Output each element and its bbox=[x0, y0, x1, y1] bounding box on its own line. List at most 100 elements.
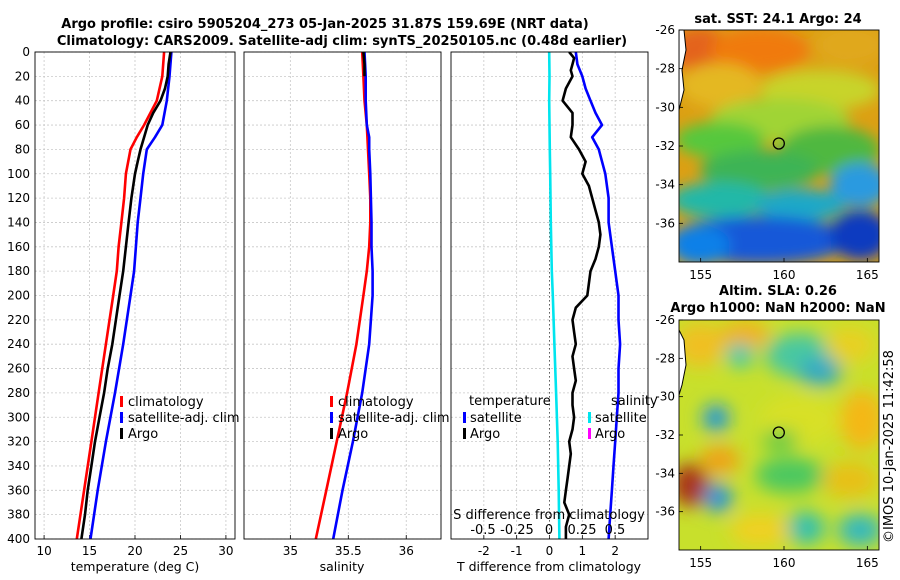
x-tick-label: 15 bbox=[82, 544, 97, 558]
legend-title-salinity: salinity bbox=[611, 394, 658, 409]
sla-coastline bbox=[679, 329, 687, 396]
x-tick-label: 36 bbox=[399, 544, 414, 558]
map-y-tick-label: -32 bbox=[655, 139, 675, 153]
sla-map: 155 160 165 -26 -28 -30 -32 -34 -36 bbox=[655, 313, 880, 570]
legend-title-temperature: temperature bbox=[469, 394, 551, 409]
sst-field bbox=[679, 30, 879, 262]
sla-map-ticks: 155 160 165 -26 -28 -30 -32 -34 -36 bbox=[655, 313, 878, 570]
x-tick-label: 35.5 bbox=[335, 544, 362, 558]
series-line-satellite-adj-clim bbox=[89, 52, 173, 539]
sla-blob bbox=[679, 323, 725, 367]
map-y-tick-label: -28 bbox=[655, 351, 675, 365]
sla-blob bbox=[838, 514, 879, 546]
sst-blob bbox=[679, 225, 730, 262]
y-tick-label: 400 bbox=[7, 532, 30, 546]
x-tick-label: 35 bbox=[283, 544, 298, 558]
y-tick-label: 220 bbox=[7, 313, 30, 327]
sla-blob bbox=[822, 462, 878, 498]
y-tick-label: 180 bbox=[7, 264, 30, 278]
salinity-legend: climatology satellite-adj. clim Argo bbox=[330, 395, 450, 442]
map-y-tick-label: -26 bbox=[655, 23, 675, 37]
legend-label-s-satellite: satellite bbox=[595, 411, 647, 426]
legend-swatch-s-satellite bbox=[588, 412, 591, 423]
legend-label-s-argo: Argo bbox=[595, 427, 625, 442]
map-x-tick-label: 155 bbox=[689, 268, 712, 282]
legend-label-climatology: climatology bbox=[338, 395, 414, 410]
y-tick-label: 300 bbox=[7, 410, 30, 424]
legend-label-argo: Argo bbox=[338, 427, 368, 442]
series-line-argo bbox=[80, 52, 172, 539]
y-tick-label: 240 bbox=[7, 337, 30, 351]
sst-blob bbox=[679, 182, 770, 218]
legend-swatch-argo bbox=[330, 428, 333, 439]
x-tick-label: 0 bbox=[546, 544, 554, 558]
map-x-tick-label: 165 bbox=[856, 556, 879, 570]
sst-blob bbox=[680, 63, 760, 107]
sla-blob bbox=[700, 446, 740, 474]
series-line-climatology bbox=[314, 52, 372, 539]
sst-blob bbox=[830, 210, 879, 260]
legend-swatch-t-argo bbox=[463, 428, 466, 439]
sla-blob bbox=[755, 457, 825, 493]
sst-map-ticks: 155 160 165 -26 -28 -30 -32 -34 -36 bbox=[655, 23, 878, 282]
series-group bbox=[547, 52, 622, 539]
series-line-satellite-adj-clim bbox=[331, 52, 374, 539]
map-y-tick-label: -30 bbox=[655, 390, 675, 404]
y-tick-label: 380 bbox=[7, 508, 30, 522]
salinity-diff-legend: salinity satellite Argo bbox=[588, 394, 658, 442]
sst-map-title: sat. SST: 24.1 Argo: 24 bbox=[694, 12, 861, 27]
y-tick-label: 0 bbox=[22, 45, 30, 59]
sla-blob bbox=[720, 321, 770, 349]
y-tick-label: 60 bbox=[15, 118, 30, 132]
sla-blob bbox=[825, 327, 875, 363]
series-group bbox=[314, 52, 374, 539]
sla-blob bbox=[726, 343, 754, 367]
sst-blob bbox=[815, 30, 879, 65]
axes-box bbox=[450, 51, 649, 540]
sla-map-title-line1: Altim. SLA: 0.26 bbox=[719, 284, 837, 299]
salinity-panel: 35 35.5 36 bbox=[243, 51, 442, 558]
y-tick-label: 280 bbox=[7, 386, 30, 400]
map-y-tick-label: -36 bbox=[655, 216, 675, 230]
sla-blob bbox=[785, 512, 825, 544]
legend-swatch-climatology bbox=[120, 396, 123, 407]
axes-box bbox=[243, 51, 442, 540]
x-tick-label: 10 bbox=[36, 544, 51, 558]
legend-label-satellite: satellite-adj. clim bbox=[128, 411, 240, 426]
main-title-line1: Argo profile: csiro 5905204_273 05-Jan-2… bbox=[61, 17, 588, 32]
sla-argo-marker bbox=[772, 426, 785, 439]
x-tick-label: 1 bbox=[579, 544, 587, 558]
y-tick-label: 140 bbox=[7, 215, 30, 229]
main-title-line2: Climatology: CARS2009. Satellite-adj cli… bbox=[57, 34, 627, 49]
series-line-climatology bbox=[75, 52, 166, 539]
sst-blob bbox=[755, 189, 845, 221]
series-group bbox=[75, 52, 173, 539]
legend-swatch-argo bbox=[120, 428, 123, 439]
x-tick-label: -1 bbox=[511, 544, 523, 558]
sst-blob bbox=[710, 30, 810, 72]
s-diff-tick-label: -0.5 bbox=[470, 523, 495, 538]
temperature-legend: climatology satellite-adj. clim Argo bbox=[120, 395, 240, 442]
x-tick-label: 25 bbox=[173, 544, 188, 558]
map-y-tick-label: -34 bbox=[655, 178, 675, 192]
y-tick-label: 200 bbox=[7, 289, 30, 303]
sla-blob bbox=[730, 514, 790, 546]
y-tick-label: 100 bbox=[7, 167, 30, 181]
s-diff-ticklabels: -0.5 -0.25 0 0.25 0.5 bbox=[470, 523, 625, 538]
salinity-xlabel: salinity bbox=[320, 559, 365, 574]
legend-label-climatology: climatology bbox=[128, 395, 204, 410]
legend-label-argo: Argo bbox=[128, 427, 158, 442]
legend-label-satellite: satellite-adj. clim bbox=[338, 411, 450, 426]
y-tick-label: 120 bbox=[7, 191, 30, 205]
map-y-tick-label: -26 bbox=[655, 313, 675, 327]
y-tick-label: 320 bbox=[7, 435, 30, 449]
difference-panel: -2 -1 0 1 2 bbox=[450, 51, 649, 558]
sla-blob bbox=[840, 390, 879, 450]
temperature-xlabel: temperature (deg C) bbox=[71, 559, 200, 574]
s-diff-tick-label: 0.5 bbox=[605, 523, 626, 538]
sst-blob bbox=[679, 122, 765, 158]
x-tick-label: -2 bbox=[478, 544, 490, 558]
sst-map: 155 160 165 -26 -28 -30 -32 -34 -36 bbox=[655, 23, 880, 282]
y-tick-label: 20 bbox=[15, 69, 30, 83]
x-tick-label: 20 bbox=[127, 544, 142, 558]
